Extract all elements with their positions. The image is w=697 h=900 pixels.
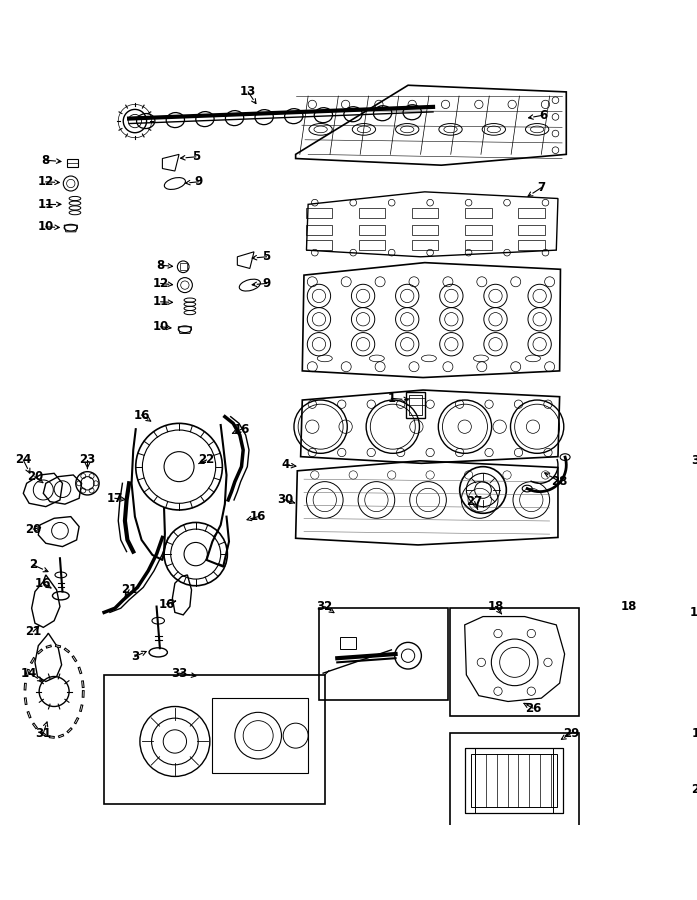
- Text: 9: 9: [194, 176, 202, 188]
- Text: 1: 1: [388, 392, 395, 405]
- Bar: [465, 748, 475, 813]
- Bar: [305, 225, 332, 235]
- Text: 3: 3: [131, 650, 139, 663]
- Text: 15: 15: [691, 726, 697, 740]
- Bar: [412, 225, 438, 235]
- Text: 29: 29: [563, 726, 579, 740]
- Text: 22: 22: [199, 454, 215, 466]
- Text: 27: 27: [466, 495, 483, 508]
- Text: 12: 12: [38, 176, 54, 188]
- Text: 26: 26: [525, 702, 541, 715]
- Text: 16: 16: [158, 598, 175, 610]
- Text: 28: 28: [551, 475, 568, 488]
- Bar: [583, 608, 697, 716]
- Text: 16: 16: [133, 409, 150, 421]
- Bar: [450, 734, 579, 829]
- Text: 14: 14: [21, 667, 38, 680]
- Bar: [518, 240, 544, 250]
- Bar: [359, 225, 385, 235]
- Text: 4: 4: [282, 458, 290, 472]
- Bar: [412, 240, 438, 250]
- Bar: [518, 225, 544, 235]
- Text: 23: 23: [79, 454, 95, 466]
- Text: 11: 11: [38, 198, 54, 211]
- Text: 31: 31: [35, 726, 52, 740]
- Text: 5: 5: [192, 150, 200, 164]
- Bar: [180, 264, 187, 270]
- Text: 7: 7: [537, 181, 545, 194]
- Text: 2: 2: [29, 558, 38, 572]
- Bar: [305, 240, 332, 250]
- Bar: [518, 209, 544, 219]
- Bar: [359, 209, 385, 219]
- Text: 24: 24: [15, 454, 31, 466]
- Text: 12: 12: [153, 277, 169, 290]
- Text: 21: 21: [25, 625, 41, 638]
- Text: 21: 21: [121, 583, 137, 597]
- Bar: [465, 225, 491, 235]
- Text: 11: 11: [153, 295, 169, 309]
- Bar: [553, 748, 563, 813]
- Bar: [412, 209, 438, 219]
- Bar: [409, 395, 422, 415]
- Text: 18: 18: [487, 600, 504, 613]
- Text: 32: 32: [316, 600, 333, 613]
- Text: 18: 18: [620, 600, 637, 613]
- Text: 6: 6: [539, 109, 547, 122]
- Bar: [450, 608, 579, 716]
- Text: 30: 30: [691, 454, 697, 467]
- Text: 25: 25: [691, 783, 697, 796]
- Bar: [104, 675, 325, 804]
- Text: 5: 5: [262, 250, 270, 264]
- Text: 10: 10: [38, 220, 54, 233]
- Text: 33: 33: [171, 667, 187, 680]
- Bar: [305, 209, 332, 219]
- Text: 16: 16: [233, 423, 250, 436]
- Text: 10: 10: [153, 320, 169, 333]
- Bar: [67, 158, 78, 166]
- Bar: [359, 240, 385, 250]
- Bar: [465, 240, 491, 250]
- Bar: [465, 209, 491, 219]
- Bar: [470, 754, 557, 807]
- Bar: [319, 608, 448, 700]
- Text: 20: 20: [25, 523, 41, 536]
- Bar: [583, 463, 697, 562]
- Text: 13: 13: [240, 86, 256, 98]
- Text: 30: 30: [277, 493, 293, 507]
- Bar: [465, 748, 563, 813]
- Text: 8: 8: [42, 154, 50, 166]
- Text: 17: 17: [107, 491, 123, 505]
- Bar: [339, 637, 356, 649]
- Text: 19: 19: [689, 606, 697, 619]
- Text: 8: 8: [157, 258, 165, 272]
- Bar: [213, 698, 308, 773]
- Text: 16: 16: [250, 510, 266, 523]
- Text: 9: 9: [262, 277, 270, 290]
- Text: 16: 16: [35, 577, 52, 590]
- Bar: [583, 734, 697, 842]
- Text: 20: 20: [27, 470, 43, 483]
- Bar: [406, 392, 424, 418]
